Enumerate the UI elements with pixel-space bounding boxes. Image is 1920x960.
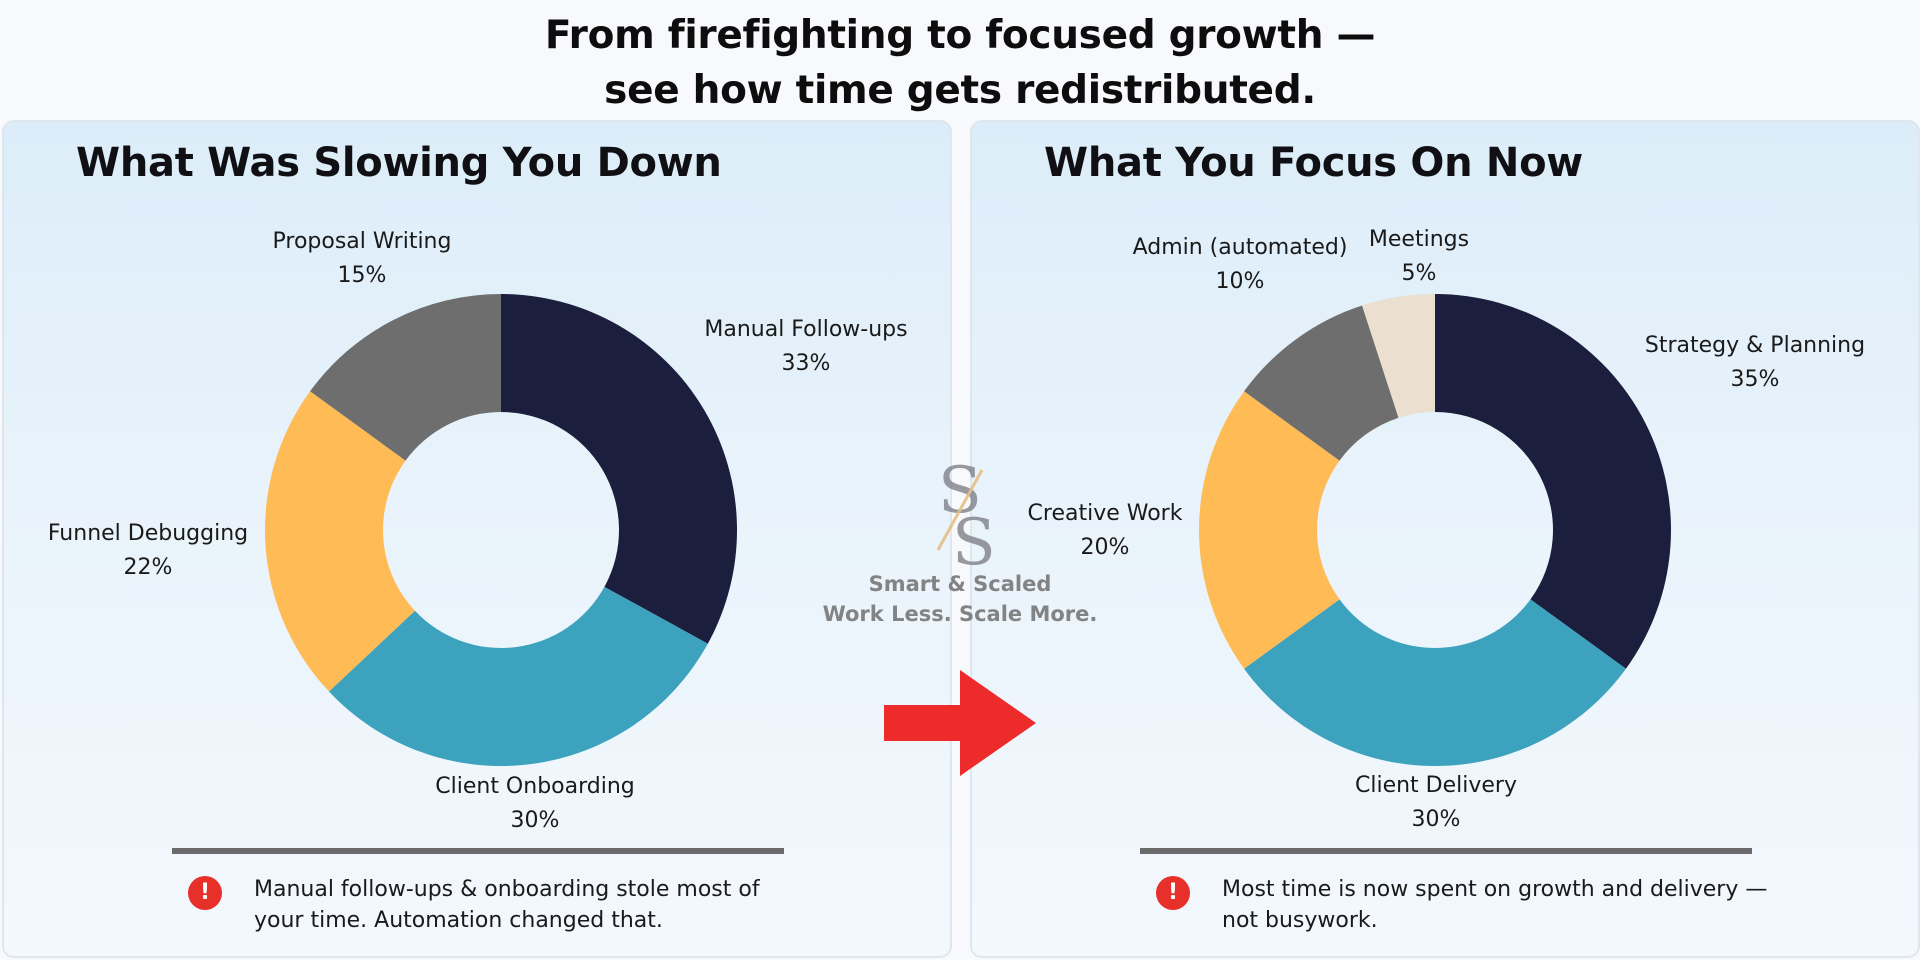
before-panel: What Was Slowing You Down Manual Follow-… (2, 120, 952, 958)
slice-label-proposal-writing: Proposal Writing (273, 229, 452, 254)
slice-label-client-delivery: Client Delivery (1355, 773, 1517, 798)
slice-client-delivery (1244, 599, 1626, 767)
slice-value-admin-automated: 10% (1216, 269, 1265, 294)
svg-text:S: S (938, 454, 982, 528)
slice-value-funnel-debugging: 22% (124, 555, 173, 580)
slice-label-meetings: Meetings (1369, 227, 1469, 252)
slice-creative-work (1199, 391, 1340, 669)
after-panel-title: What You Focus On Now (1044, 140, 1583, 186)
slice-value-manual-follow-ups: 33% (782, 351, 831, 376)
slice-value-client-onboarding: 30% (511, 808, 560, 833)
slice-value-client-delivery: 30% (1412, 807, 1461, 832)
headline-line-1: From firefighting to focused growth — (544, 13, 1376, 58)
brand-watermark: S S Smart & Scaled Work Less. Scale More… (820, 440, 1100, 640)
slice-admin-automated (1244, 305, 1399, 461)
slice-label-creative-work: Creative Work (1028, 501, 1183, 526)
alert-icon: ! (188, 876, 222, 910)
alert-icon: ! (1156, 876, 1190, 910)
watermark-tagline: Work Less. Scale More. (822, 602, 1098, 626)
watermark-brand: Smart & Scaled (868, 572, 1052, 596)
slice-label-manual-follow-ups: Manual Follow-ups (704, 317, 907, 342)
slice-manual-follow-ups (501, 294, 737, 644)
slice-label-strategy-planning: Strategy & Planning (1645, 333, 1865, 358)
before-note: Manual follow-ups & onboarding stole mos… (254, 877, 760, 933)
after-divider (1140, 848, 1752, 854)
before-panel-title: What Was Slowing You Down (76, 140, 722, 186)
slice-label-admin-automated: Admin (automated) (1133, 235, 1348, 260)
slice-meetings (1362, 294, 1435, 418)
slice-label-funnel-debugging: Funnel Debugging (48, 521, 248, 546)
page-headline: From firefighting to focused growth — se… (0, 8, 1920, 118)
slice-value-meetings: 5% (1402, 261, 1437, 286)
after-donut-chart: Strategy & Planning 35% Client Delivery 30%… (1028, 227, 1866, 832)
transition-arrow-icon (884, 670, 1036, 776)
svg-text:S: S (952, 506, 996, 570)
slice-value-strategy-planning: 35% (1731, 367, 1780, 392)
slice-label-client-onboarding: Client Onboarding (435, 774, 635, 799)
before-divider (172, 848, 784, 854)
slice-proposal-writing (310, 294, 501, 461)
brand-logo-icon: S S (936, 454, 996, 580)
slice-strategy-planning (1435, 294, 1671, 669)
before-donut-chart: Manual Follow-ups 33% Client Onboarding 30%… (48, 229, 908, 833)
after-note: Most time is now spent on growth and del… (1222, 877, 1768, 933)
headline-line-2: see how time gets redistributed. (604, 68, 1316, 113)
slice-funnel-debugging (265, 391, 415, 692)
after-panel: What You Focus On Now Strategy & Plannin… (970, 120, 1920, 958)
slice-client-onboarding (328, 586, 708, 766)
slice-value-proposal-writing: 15% (338, 263, 387, 288)
slice-value-creative-work: 20% (1081, 535, 1130, 560)
